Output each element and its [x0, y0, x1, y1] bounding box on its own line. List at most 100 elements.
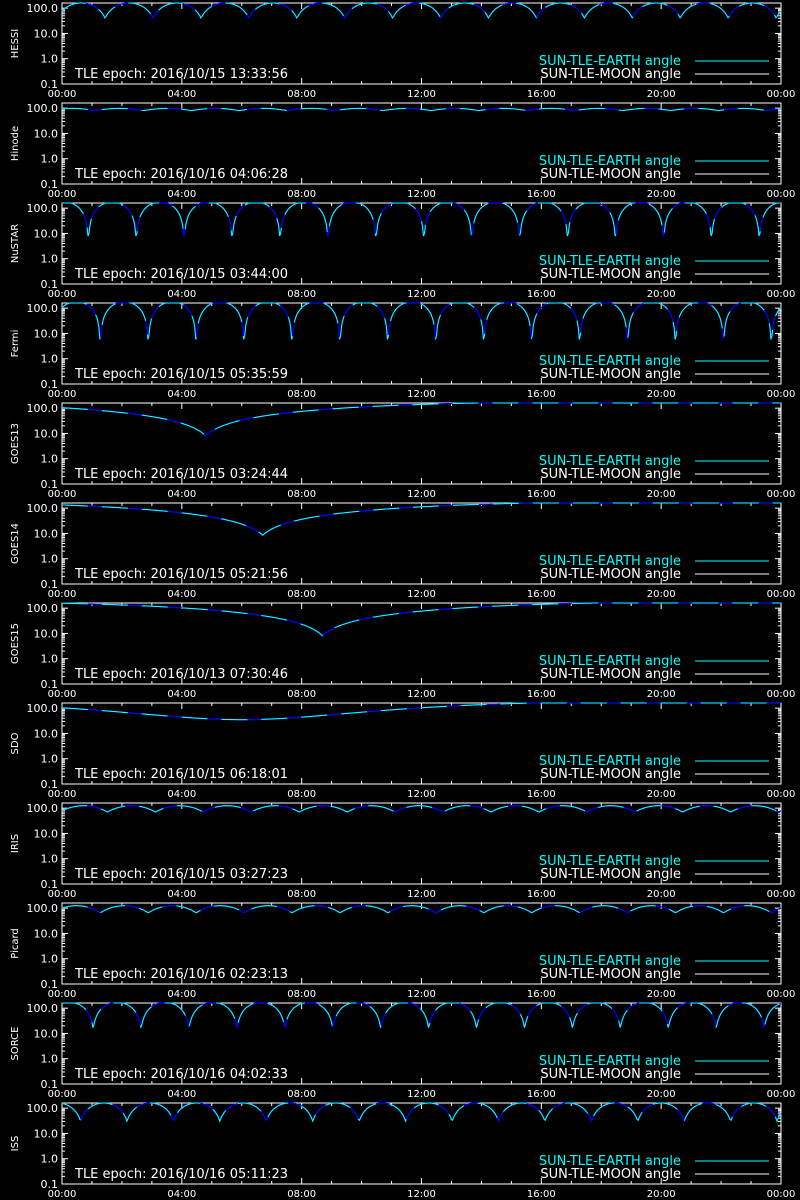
legend-earth-label: SUN-TLE-EARTH angle — [539, 654, 681, 669]
tle-epoch-label: TLE epoch: 2016/10/15 05:21:56 — [74, 567, 288, 582]
legend-moon-label: SUN-TLE-MOON angle — [540, 667, 681, 682]
x-tick-label: 04:00 — [167, 889, 196, 900]
x-tick-label: 08:00 — [287, 789, 316, 800]
x-tick-label: 08:00 — [287, 1089, 316, 1100]
y-tick-label: 10.0 — [34, 927, 59, 940]
x-tick-label: 00:00 — [48, 889, 77, 900]
x-tick-label: 04:00 — [167, 989, 196, 1000]
x-tick-label: 16:00 — [527, 289, 556, 300]
x-tick-label: 08:00 — [287, 589, 316, 600]
series-line-earth-angle — [61, 1002, 782, 1028]
x-tick-label: 04:00 — [167, 1189, 196, 1200]
satellite-label: GOES15 — [10, 623, 21, 664]
tle-epoch-label: TLE epoch: 2016/10/16 04:02:33 — [74, 1067, 288, 1082]
legend-earth-label: SUN-TLE-EARTH angle — [539, 1154, 681, 1169]
tle-epoch-label: TLE epoch: 2016/10/15 06:18:01 — [74, 767, 288, 782]
x-tick-label: 12:00 — [407, 789, 436, 800]
legend-moon-label: SUN-TLE-MOON angle — [540, 367, 681, 382]
tle-epoch-label: TLE epoch: 2016/10/15 03:24:44 — [74, 467, 288, 482]
y-tick-label: 10.0 — [34, 727, 59, 740]
x-tick-label: 00:00 — [767, 989, 796, 1000]
y-tick-label: 1.0 — [41, 1053, 59, 1066]
x-tick-label: 20:00 — [647, 789, 676, 800]
tle-epoch-label: TLE epoch: 2016/10/16 02:23:13 — [74, 967, 288, 982]
legend-moon-label: SUN-TLE-MOON angle — [540, 167, 681, 182]
x-tick-label: 12:00 — [407, 589, 436, 600]
y-tick-label: 1.0 — [41, 353, 59, 366]
x-tick-label: 04:00 — [167, 289, 196, 300]
legend-moon-label: SUN-TLE-MOON angle — [540, 867, 681, 882]
x-tick-label: 08:00 — [287, 89, 316, 100]
legend-moon-label: SUN-TLE-MOON angle — [540, 267, 681, 282]
y-tick-label: 10.0 — [34, 527, 59, 540]
x-tick-label: 04:00 — [167, 1089, 196, 1100]
legend-moon-label: SUN-TLE-MOON angle — [540, 467, 681, 482]
x-tick-label: 20:00 — [647, 989, 676, 1000]
panel-iss: 100.010.01.00.100:00 04:00 08:00 12:00 16:00… — [10, 1102, 795, 1200]
satellite-label: GOES14 — [10, 523, 21, 564]
satellite-label: NuSTAR — [10, 224, 21, 263]
x-tick-label: 20:00 — [647, 289, 676, 300]
y-tick-label: 0.1 — [41, 778, 59, 791]
y-tick-label: 0.1 — [41, 378, 59, 391]
x-tick-label: 16:00 — [527, 1089, 556, 1100]
x-tick-label: 12:00 — [407, 289, 436, 300]
panel-fermi: 100.010.01.00.100:00 04:00 08:00 12:00 16:00… — [10, 302, 795, 400]
x-tick-label: 20:00 — [647, 389, 676, 400]
x-tick-label: 20:00 — [647, 1089, 676, 1100]
x-tick-label: 12:00 — [407, 189, 436, 200]
y-tick-label: 100.0 — [27, 402, 59, 415]
panel-picard: 100.010.01.00.100:00 04:00 08:00 12:00 16:00… — [10, 902, 795, 1000]
x-tick-label: 16:00 — [527, 789, 556, 800]
x-tick-label: 08:00 — [287, 989, 316, 1000]
y-tick-label: 10.0 — [34, 127, 59, 140]
x-tick-label: 16:00 — [527, 189, 556, 200]
panel-sorce: 100.010.01.00.100:00 04:00 08:00 12:00 16:00… — [10, 1002, 795, 1100]
series-line-earth-angle — [61, 502, 781, 536]
legend-moon-label: SUN-TLE-MOON angle — [540, 567, 681, 582]
y-tick-label: 100.0 — [27, 202, 59, 215]
x-tick-label: 12:00 — [407, 89, 436, 100]
satellite-label: Fermi — [10, 330, 21, 358]
y-tick-label: 0.1 — [41, 878, 59, 891]
y-tick-label: 1.0 — [41, 753, 59, 766]
series-line-earth-angle — [61, 2, 782, 19]
x-tick-label: 08:00 — [287, 1189, 316, 1200]
panel-hessi: 100.010.01.00.100:00 04:00 08:00 12:00 16:00… — [10, 2, 795, 100]
x-tick-label: 08:00 — [287, 389, 316, 400]
x-tick-label: 20:00 — [647, 689, 676, 700]
legend-earth-label: SUN-TLE-EARTH angle — [539, 154, 681, 169]
legend-earth-label: SUN-TLE-EARTH angle — [539, 754, 681, 769]
legend-moon-label: SUN-TLE-MOON angle — [540, 767, 681, 782]
x-tick-label: 16:00 — [527, 1189, 556, 1200]
x-tick-label: 20:00 — [647, 589, 676, 600]
legend-earth-label: SUN-TLE-EARTH angle — [539, 554, 681, 569]
x-tick-label: 16:00 — [527, 89, 556, 100]
y-tick-label: 0.1 — [41, 1078, 59, 1091]
x-tick-label: 00:00 — [767, 489, 796, 500]
y-tick-label: 10.0 — [34, 327, 59, 340]
x-tick-label: 00:00 — [48, 189, 77, 200]
y-tick-label: 100.0 — [27, 702, 59, 715]
panel-nustar: 100.010.01.00.100:00 04:00 08:00 12:00 16:00… — [10, 202, 795, 300]
x-tick-label: 00:00 — [48, 389, 77, 400]
x-tick-label: 12:00 — [407, 989, 436, 1000]
x-tick-label: 16:00 — [527, 889, 556, 900]
satellite-label: HESSI — [10, 29, 21, 58]
series-line-earth-angle — [62, 602, 781, 637]
series-line-earth-angle — [62, 402, 781, 437]
x-tick-label: 04:00 — [167, 389, 196, 400]
y-tick-label: 10.0 — [34, 827, 59, 840]
y-tick-label: 100.0 — [27, 1102, 59, 1115]
x-tick-label: 12:00 — [407, 1189, 436, 1200]
x-tick-label: 00:00 — [48, 289, 77, 300]
x-tick-label: 12:00 — [407, 489, 436, 500]
legend-earth-label: SUN-TLE-EARTH angle — [539, 854, 681, 869]
legend-earth-label: SUN-TLE-EARTH angle — [539, 54, 681, 69]
y-tick-label: 100.0 — [27, 502, 59, 515]
y-tick-label: 100.0 — [27, 2, 59, 15]
x-tick-label: 00:00 — [48, 789, 77, 800]
panel-goes13: 100.010.01.00.100:00 04:00 08:00 12:00 16:00… — [10, 402, 795, 500]
tle-epoch-label: TLE epoch: 2016/10/15 03:44:00 — [74, 267, 288, 282]
